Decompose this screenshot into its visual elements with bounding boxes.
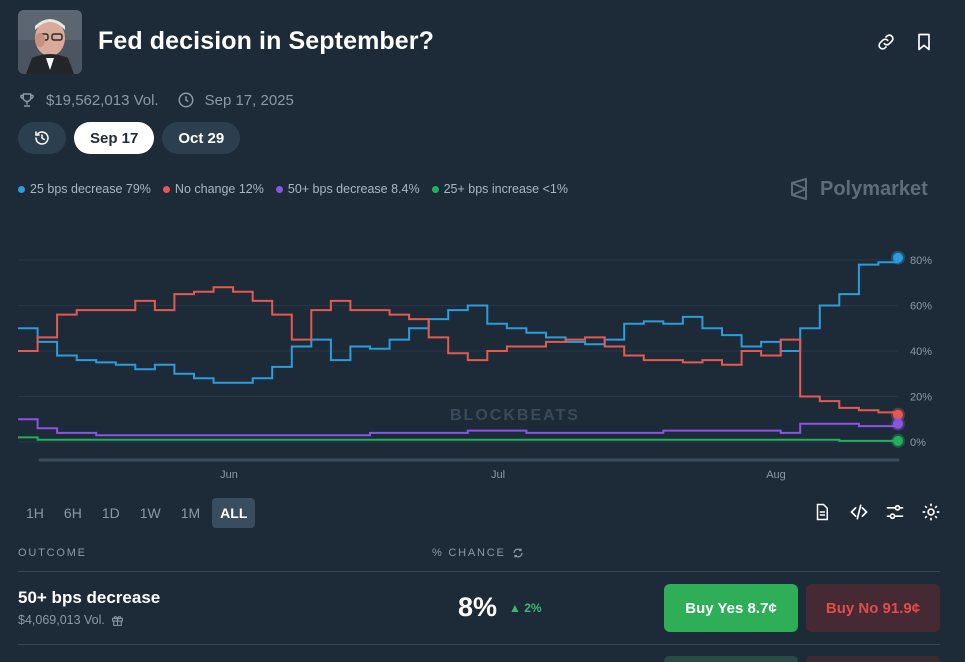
- y-tick-label: 20%: [910, 392, 932, 404]
- x-tick-label: Jul: [491, 469, 505, 481]
- range-1h[interactable]: 1H: [26, 505, 44, 521]
- legend-label: 25+ bps increase <1%: [443, 182, 568, 196]
- document-icon[interactable]: [813, 502, 833, 522]
- polymarket-icon: [791, 178, 807, 200]
- y-tick-label: 40%: [910, 346, 932, 358]
- legend-item: 50+ bps decrease 8.4%: [275, 182, 420, 196]
- market-title: Fed decision in September?: [98, 27, 434, 55]
- legend-dot: [431, 185, 439, 193]
- chance-column-header: % CHANCE: [432, 547, 524, 559]
- series-end-dot: [891, 416, 905, 431]
- embed-code-icon[interactable]: [849, 502, 869, 522]
- series-end-dot: [891, 433, 905, 448]
- clock-icon: [177, 91, 195, 109]
- range-1m[interactable]: 1M: [180, 505, 201, 521]
- outcome-volume-text: $4,069,013 Vol.: [18, 613, 105, 627]
- legend-dot: [275, 185, 283, 193]
- range-6h[interactable]: 6H: [63, 505, 82, 521]
- outcome-change-value: 2%: [524, 601, 542, 615]
- market-header: Fed decision in September?: [18, 10, 948, 76]
- legend-dot: [18, 185, 25, 193]
- outcome-volume: $4,069,013 Vol.: [18, 613, 124, 627]
- bookmark-icon[interactable]: [914, 32, 936, 54]
- header-divider: [18, 571, 940, 572]
- outcome-column-header: OUTCOME: [18, 547, 87, 559]
- series-line-no-change[interactable]: [18, 286, 899, 415]
- tab-oct-29[interactable]: Oct 29: [162, 122, 241, 154]
- brand-name: Polymarket: [820, 177, 928, 200]
- trophy-icon: [18, 91, 36, 109]
- history-button[interactable]: [18, 122, 66, 154]
- date-tabs: Sep 17 Oct 29: [18, 122, 241, 154]
- gift-icon[interactable]: [111, 614, 124, 627]
- refresh-icon[interactable]: [512, 547, 524, 559]
- outcome-name[interactable]: 50+ bps decrease: [18, 588, 161, 607]
- chance-column-label: % CHANCE: [432, 547, 506, 559]
- link-icon[interactable]: [876, 32, 898, 54]
- legend-label: No change 12%: [174, 182, 264, 196]
- sliders-icon[interactable]: [885, 502, 905, 522]
- history-icon: [35, 131, 49, 145]
- outcome-chance: 8%: [458, 592, 498, 622]
- x-tick-label: Jun: [220, 469, 238, 481]
- market-meta: $19,562,013 Vol. Sep 17, 2025: [18, 90, 294, 110]
- market-avatar: [18, 10, 82, 74]
- series-line-50-bps-decrease[interactable]: [18, 418, 899, 437]
- next-row-buy-no[interactable]: [806, 656, 940, 662]
- series-line-25-bps-decrease[interactable]: [18, 257, 899, 384]
- y-tick-label: 80%: [910, 255, 932, 267]
- legend-label: 50+ bps decrease 8.4%: [287, 182, 420, 196]
- next-row-buy-yes[interactable]: [664, 656, 798, 662]
- series-end-dot: [891, 250, 905, 265]
- series-line-25-bps-increase[interactable]: [18, 436, 898, 442]
- legend-item: No change 12%: [162, 182, 264, 196]
- market-end-date: Sep 17, 2025: [204, 91, 294, 109]
- settings-gear-icon[interactable]: [921, 502, 941, 522]
- buy-no-button[interactable]: Buy No 91.9¢: [806, 584, 940, 632]
- price-chart[interactable]: BLOCKBEATS 80% 60% 40% 20% 0% Jun Jul Aug: [0, 240, 965, 485]
- y-tick-label: 60%: [910, 301, 932, 313]
- y-tick-label: 0%: [910, 437, 926, 449]
- time-range-selector: 1H 6H 1D 1W 1M ALL: [18, 498, 256, 528]
- range-1d[interactable]: 1D: [101, 505, 120, 521]
- chart-legend: 25 bps decrease 79% No change 12% 50+ bp…: [18, 182, 568, 196]
- legend-item: 25 bps decrease 79%: [18, 182, 151, 196]
- outcome-change: ▲ 2%: [509, 601, 542, 615]
- x-tick-label: Aug: [766, 469, 786, 481]
- legend-item: 25+ bps increase <1%: [431, 182, 568, 196]
- legend-dot: [162, 185, 170, 193]
- watermark-text: BLOCKBEATS: [450, 407, 580, 424]
- legend-label: 25 bps decrease 79%: [30, 182, 151, 196]
- buy-yes-button[interactable]: Buy Yes 8.7¢: [664, 584, 798, 632]
- market-volume: $19,562,013 Vol.: [46, 91, 159, 109]
- range-all[interactable]: ALL: [212, 498, 256, 528]
- tab-sep-17[interactable]: Sep 17: [74, 122, 155, 154]
- chart-tools: [813, 502, 941, 522]
- range-1w[interactable]: 1W: [139, 505, 161, 521]
- row-divider: [18, 644, 940, 645]
- polymarket-logo: Polymarket: [788, 177, 928, 201]
